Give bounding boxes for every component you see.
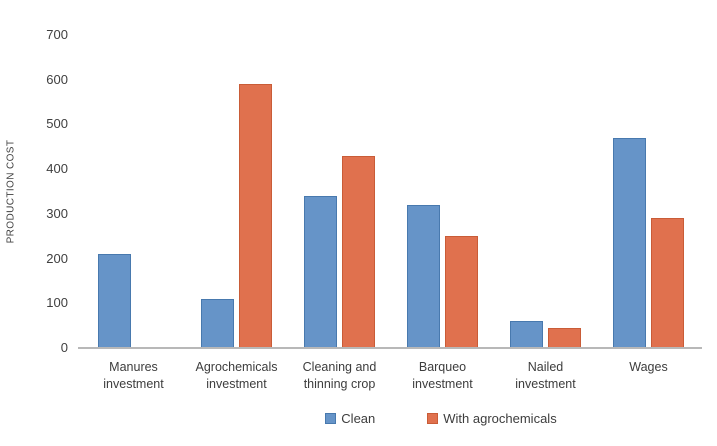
y-tick-label: 100 [46,295,68,311]
legend-item-with-agrochemicals: With agrochemicals [427,411,557,426]
x-axis-category-label: Agrochemicals investment [185,359,288,393]
bar-with-agrochemicals [651,218,684,348]
y-tick-label: 600 [46,71,68,87]
x-axis-category-label-line: investment [412,377,473,391]
x-axis-category-label-line: Agrochemicals [195,360,278,374]
y-axis: 0 100 200 300 400 500 600 700 [18,27,68,355]
bar-group [391,35,494,348]
x-axis-category-label-line: Cleaning and [302,360,377,374]
legend-swatch-icon [427,413,439,424]
bar-clean [613,137,646,348]
x-axis-category-label: Wages [597,359,700,393]
bar-group [82,35,185,348]
x-axis-category-label: Nailed investment [494,359,597,393]
x-axis-category-label-line: Wages [629,360,668,374]
y-tick-label: 300 [46,205,68,221]
bar-group [494,35,597,348]
bar-group [597,35,700,348]
x-axis-category-label-line: thinning crop [303,377,376,391]
bar-group [185,35,288,348]
x-axis-category-label-line: Barqueo [418,360,467,374]
bar-clean [201,298,234,348]
bar-with-agrochemicals [342,155,375,348]
y-tick-label: 200 [46,250,68,266]
x-axis-labels: Manures investment Agrochemicals investment… [82,359,700,393]
legend-item-clean: Clean [325,411,375,426]
bar-with-agrochemicals [239,84,272,348]
bar-with-agrochemicals [548,327,581,348]
bar-group [288,35,391,348]
x-axis-category-label-line: investment [206,377,267,391]
plot-area [78,35,702,349]
x-axis-category-label: Manures investment [82,359,185,393]
legend-label: With agrochemicals [443,411,557,426]
bar-clean [304,195,337,348]
x-axis-category-label: Cleaning and thinning crop [288,359,391,393]
bar-clean [510,321,543,348]
y-tick-label: 0 [60,340,68,355]
bar-with-agrochemicals [445,236,478,348]
x-axis-line [78,347,702,349]
x-axis-category-label-line: investment [515,377,576,391]
y-tick-label: 500 [46,116,68,132]
bar-clean [407,204,440,348]
legend-label: Clean [341,411,376,426]
x-axis-category-label-line: Nailed [527,360,564,374]
y-tick-label: 700 [46,27,68,42]
x-axis-category-label-line: investment [103,377,164,391]
y-tick-label: 400 [46,161,68,177]
x-axis-category-label: Barqueo investment [391,359,494,393]
legend: Clean With agrochemicals [132,411,717,426]
x-axis-category-label-line: Manures [109,360,158,374]
legend-swatch-icon [325,413,337,424]
y-axis-title-text: PRODUCTION COST [5,139,17,244]
bar-clean [98,254,131,348]
